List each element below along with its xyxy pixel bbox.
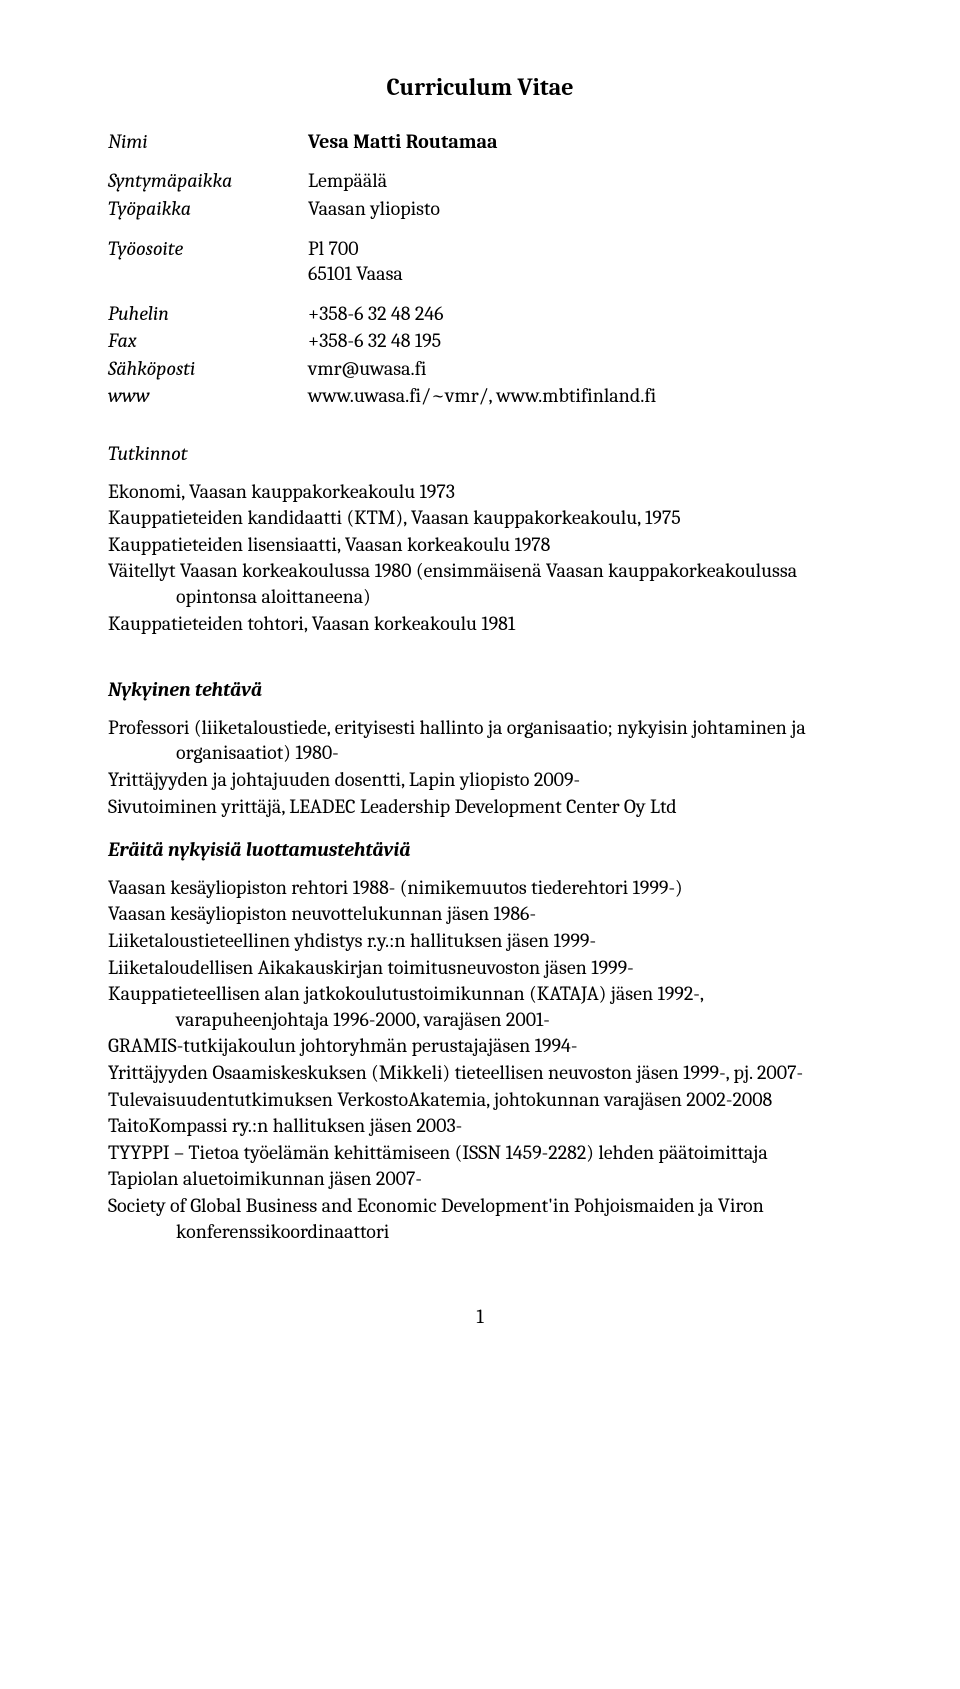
degree-item: Väitellyt Vaasan korkeakoulussa 1980 (en… bbox=[108, 558, 852, 609]
email-label: Sähköposti bbox=[108, 356, 308, 382]
info-row-workplace: Työpaikka Vaasan yliopisto bbox=[108, 196, 852, 222]
fax-label: Fax bbox=[108, 328, 308, 354]
degree-item: Kauppatieteiden tohtori, Vaasan korkeako… bbox=[108, 611, 852, 637]
info-row-birthplace: Syntymäpaikka Lempäälä bbox=[108, 168, 852, 194]
document-title: Curriculum Vitae bbox=[108, 72, 852, 103]
current-heading: Nykyinen tehtävä bbox=[108, 677, 852, 703]
workaddr-line2: 65101 Vaasa bbox=[308, 261, 852, 287]
email-value: vmr@uwasa.fi bbox=[308, 356, 852, 382]
info-row-phone: Puhelin +358-6 32 48 246 bbox=[108, 301, 852, 327]
trust-item: TaitoKompassi ry.:n hallituksen jäsen 20… bbox=[108, 1113, 852, 1139]
phone-value: +358-6 32 48 246 bbox=[308, 301, 852, 327]
www-label: www bbox=[108, 383, 308, 409]
trust-heading: Eräitä nykyisiä luottamustehtäviä bbox=[108, 837, 852, 863]
trust-item: Yrittäjyyden Osaamiskeskuksen (Mikkeli) … bbox=[108, 1060, 852, 1086]
info-row-email: Sähköposti vmr@uwasa.fi bbox=[108, 356, 852, 382]
birthplace-value: Lempäälä bbox=[308, 168, 852, 194]
trust-item: Tapiolan aluetoimikunnan jäsen 2007- bbox=[108, 1166, 852, 1192]
degree-item: Kauppatieteiden lisensiaatti, Vaasan kor… bbox=[108, 532, 852, 558]
phone-label: Puhelin bbox=[108, 301, 308, 327]
name-value: Vesa Matti Routamaa bbox=[308, 130, 498, 153]
trust-item: Liiketaloudellisen Aikakauskirjan toimit… bbox=[108, 955, 852, 981]
current-item: Sivutoiminen yrittäjä, LEADEC Leadership… bbox=[108, 794, 852, 820]
info-row-fax: Fax +358-6 32 48 195 bbox=[108, 328, 852, 354]
trust-item: Society of Global Business and Economic … bbox=[108, 1193, 852, 1244]
trust-item: TYYPPI – Tietoa työelämän kehittämiseen … bbox=[108, 1140, 852, 1166]
trust-item: Tulevaisuudentutkimuksen VerkostoAkatemi… bbox=[108, 1087, 852, 1113]
trust-item: Kauppatieteellisen alan jatkokoulutustoi… bbox=[108, 981, 852, 1032]
birthplace-label: Syntymäpaikka bbox=[108, 168, 308, 194]
workaddr-line1: Pl 700 bbox=[308, 236, 852, 262]
www-value: www.uwasa.fi/~vmr/, www.mbtifinland.fi bbox=[308, 383, 852, 409]
trust-item: Vaasan kesäyliopiston rehtori 1988- (nim… bbox=[108, 875, 852, 901]
current-item: Professori (liiketaloustiede, erityisest… bbox=[108, 715, 852, 766]
current-item: Yrittäjyyden ja johtajuuden dosentti, La… bbox=[108, 767, 852, 793]
fax-value: +358-6 32 48 195 bbox=[308, 328, 852, 354]
page-number: 1 bbox=[108, 1304, 852, 1330]
trust-item: Liiketaloustieteellinen yhdistys r.y.:n … bbox=[108, 928, 852, 954]
workaddr-label: Työosoite bbox=[108, 236, 308, 287]
workplace-value: Vaasan yliopisto bbox=[308, 196, 852, 222]
workplace-label: Työpaikka bbox=[108, 196, 308, 222]
degree-item: Kauppatieteiden kandidaatti (KTM), Vaasa… bbox=[108, 505, 852, 531]
degree-item: Ekonomi, Vaasan kauppakorkeakoulu 1973 bbox=[108, 479, 852, 505]
name-label: Nimi bbox=[108, 129, 308, 155]
trust-item: GRAMIS-tutkijakoulun johtoryhmän perusta… bbox=[108, 1033, 852, 1059]
degrees-heading: Tutkinnot bbox=[108, 441, 852, 467]
info-row-name: Nimi Vesa Matti Routamaa bbox=[108, 129, 852, 155]
info-row-www: www www.uwasa.fi/~vmr/, www.mbtifinland.… bbox=[108, 383, 852, 409]
info-row-workaddr: Työosoite Pl 700 65101 Vaasa bbox=[108, 236, 852, 287]
degrees-list: Ekonomi, Vaasan kauppakorkeakoulu 1973 K… bbox=[108, 479, 852, 637]
trust-list: Vaasan kesäyliopiston rehtori 1988- (nim… bbox=[108, 875, 852, 1244]
trust-item: Vaasan kesäyliopiston neuvottelukunnan j… bbox=[108, 901, 852, 927]
current-list: Professori (liiketaloustiede, erityisest… bbox=[108, 715, 852, 819]
